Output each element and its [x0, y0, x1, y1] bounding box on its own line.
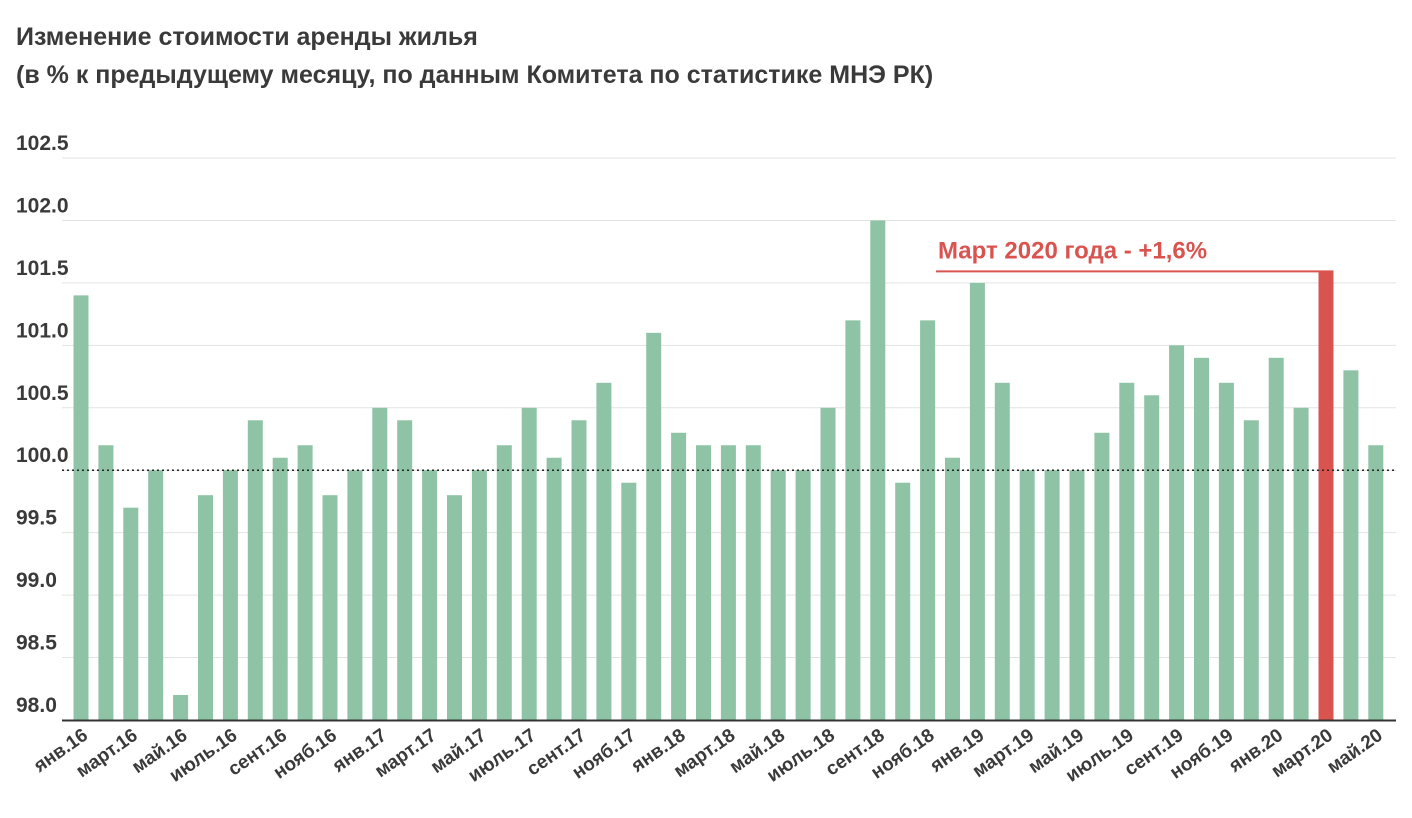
- bar: [820, 407, 836, 720]
- y-tick-label: 99.0: [16, 569, 57, 592]
- bar: [1019, 470, 1035, 720]
- bar: [247, 420, 263, 720]
- y-tick-label: 102.0: [16, 194, 69, 217]
- bar: [1243, 420, 1259, 720]
- bar: [1094, 432, 1110, 720]
- bar: [123, 507, 139, 720]
- bar: [1169, 345, 1185, 720]
- bar: [98, 445, 114, 720]
- bar: [546, 457, 562, 720]
- bar: [621, 482, 637, 720]
- bar: [696, 445, 711, 720]
- bar: [73, 295, 89, 720]
- chart-subtitle: (в % к предыдущему месяцу, по данным Ком…: [16, 61, 934, 89]
- y-tick-label: 101.5: [16, 257, 69, 280]
- bar: [895, 482, 911, 720]
- bar: [720, 445, 736, 720]
- bar: [994, 382, 1010, 720]
- bar: [1144, 395, 1160, 720]
- bar: [322, 495, 338, 720]
- bar: [471, 470, 487, 720]
- annotation-label: Март 2020 года - +1,6%: [938, 237, 1207, 264]
- bar: [148, 470, 164, 720]
- bar: [571, 420, 587, 720]
- bar: [1069, 470, 1085, 720]
- bar: [1368, 445, 1384, 720]
- y-tick-label: 100.0: [16, 444, 69, 467]
- bar: [521, 407, 537, 720]
- bar: [745, 445, 761, 720]
- bar: [347, 470, 363, 720]
- bar: [945, 457, 960, 720]
- bar: [173, 695, 189, 720]
- x-axis-labels: янв.16март.16май.16июль.16сент.16нояб.16…: [29, 725, 1386, 787]
- bar: [920, 320, 936, 720]
- bar: [222, 470, 238, 720]
- bar: [1119, 382, 1135, 720]
- y-tick-label: 98.5: [16, 632, 57, 655]
- bar: [1194, 357, 1209, 720]
- chart-title-block: Изменение стоимости аренды жилья (в % к …: [16, 18, 933, 94]
- y-tick-label: 98.0: [16, 694, 57, 717]
- bar: [1044, 470, 1060, 720]
- bar: [1293, 407, 1309, 720]
- bar: [372, 407, 388, 720]
- y-tick-label: 100.5: [16, 382, 69, 405]
- bar: [1343, 370, 1359, 720]
- bar: [596, 382, 612, 720]
- bar: [496, 445, 512, 720]
- bar: [272, 457, 288, 720]
- bar: [1218, 382, 1234, 720]
- bar: [422, 470, 438, 720]
- y-tick-label: 101.0: [16, 319, 69, 342]
- y-axis-labels: 98.0 98.5 99.0 99.5 100.0 100.5 101.0 101.5 102.…: [16, 132, 69, 717]
- chart-title: Изменение стоимости аренды жилья: [16, 23, 478, 51]
- bar: [1268, 357, 1284, 720]
- bars: [73, 220, 1384, 720]
- y-tick-label: 102.5: [16, 132, 69, 155]
- bar: [845, 320, 861, 720]
- bar: [969, 282, 985, 720]
- y-tick-label: 99.5: [16, 507, 57, 530]
- bar: [671, 432, 687, 720]
- bar-highlight: [1318, 270, 1334, 720]
- bar: [646, 332, 662, 720]
- bar: [795, 470, 811, 720]
- bar: [198, 495, 213, 720]
- bar: [397, 420, 413, 720]
- annotation: Март 2020 года - +1,6%: [936, 237, 1319, 273]
- bar: [770, 470, 786, 720]
- x-tick-label: май.20: [1323, 725, 1386, 778]
- x-axis: [62, 469, 1396, 722]
- bar: [447, 495, 462, 720]
- bar: [297, 445, 313, 720]
